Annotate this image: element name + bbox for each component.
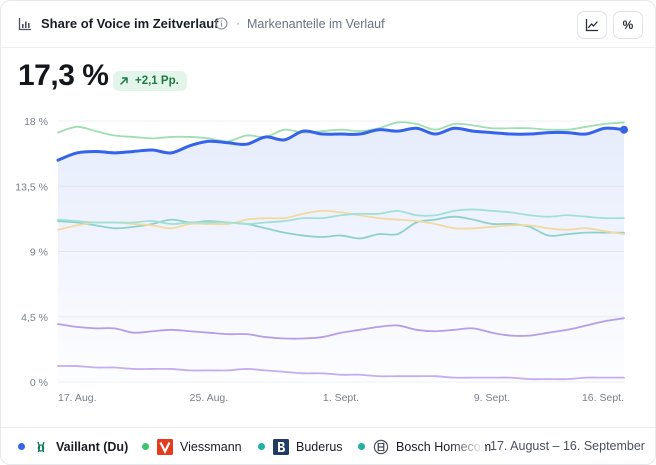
card-subtitle: Markenanteile im Verlauf — [247, 17, 385, 31]
y-tick-label: 18 % — [24, 116, 48, 128]
date-range: 17. August – 16. September — [490, 439, 645, 453]
y-tick-label: 9 % — [30, 247, 48, 259]
vaillant-area — [58, 128, 624, 382]
legend-dot — [18, 443, 25, 450]
vaillant-hare-logo — [33, 439, 49, 455]
kpi-value: 17,3 % — [18, 59, 109, 92]
vaillant-end-point[interactable] — [620, 125, 628, 134]
line-chart-icon — [585, 19, 598, 32]
title-separator: · — [236, 16, 240, 30]
legend-overflow-fade — [449, 428, 485, 464]
delta-value: +2,1 Pp. — [135, 75, 179, 87]
card-header: Share of Voice im Zeitverlauf · Markenan… — [1, 1, 655, 48]
x-tick-label: 16. Sept. — [582, 392, 624, 404]
info-icon[interactable] — [215, 17, 228, 30]
bosch-armature-logo — [373, 439, 389, 455]
bar-chart-icon — [18, 18, 31, 31]
buderus-b-logo — [273, 438, 289, 455]
legend-dot — [142, 443, 149, 450]
y-tick-label: 0 % — [30, 377, 48, 389]
percent-toggle-button[interactable]: % — [613, 11, 643, 39]
arrow-up-right-icon — [120, 77, 128, 85]
series-line-series-5[interactable] — [57, 317, 625, 340]
x-tick-label: 25. Aug. — [190, 392, 229, 404]
y-tick-label: 4,5 % — [21, 312, 48, 324]
legend-label: Viessmann — [180, 439, 242, 454]
legend-dot — [358, 443, 365, 450]
y-tick-label: 13,5 % — [15, 181, 48, 193]
series-line-vaillant-du[interactable] — [56, 126, 626, 162]
x-tick-label: 9. Sept. — [474, 392, 510, 404]
legend-item-buderus[interactable]: Buderus — [258, 428, 343, 464]
viessmann-v-logo — [157, 438, 173, 455]
x-tick-label: 1. Sept. — [323, 392, 359, 404]
legend-dot — [258, 443, 265, 450]
series-line-series-6[interactable] — [57, 365, 625, 381]
percent-label: % — [622, 18, 634, 32]
series-line-series-4[interactable] — [57, 208, 625, 225]
card-title: Share of Voice im Zeitverlauf — [41, 16, 219, 31]
legend-item-viessmann[interactable]: Viessmann — [142, 428, 242, 464]
chart-type-button[interactable] — [577, 11, 607, 39]
series-line-bosch-homecom[interactable] — [57, 209, 625, 235]
legend-label: Vaillant (Du) — [56, 439, 129, 454]
delta-badge: +2,1 Pp. — [113, 71, 187, 91]
chart-legend: Vaillant (Du) Viessmann Buderus — [1, 427, 655, 464]
series-line-viessmann[interactable] — [57, 121, 625, 143]
legend-label: Buderus — [296, 439, 343, 454]
x-tick-label: 17. Aug. — [58, 392, 97, 404]
share-of-voice-chart: 0 % 4,5 % 9 % 13,5 % 18 % 17. Aug. 25. Aug. 1. … — [15, 116, 628, 404]
legend-item-vaillant[interactable]: Vaillant (Du) — [18, 428, 129, 464]
series-line-buderus[interactable] — [57, 215, 625, 240]
